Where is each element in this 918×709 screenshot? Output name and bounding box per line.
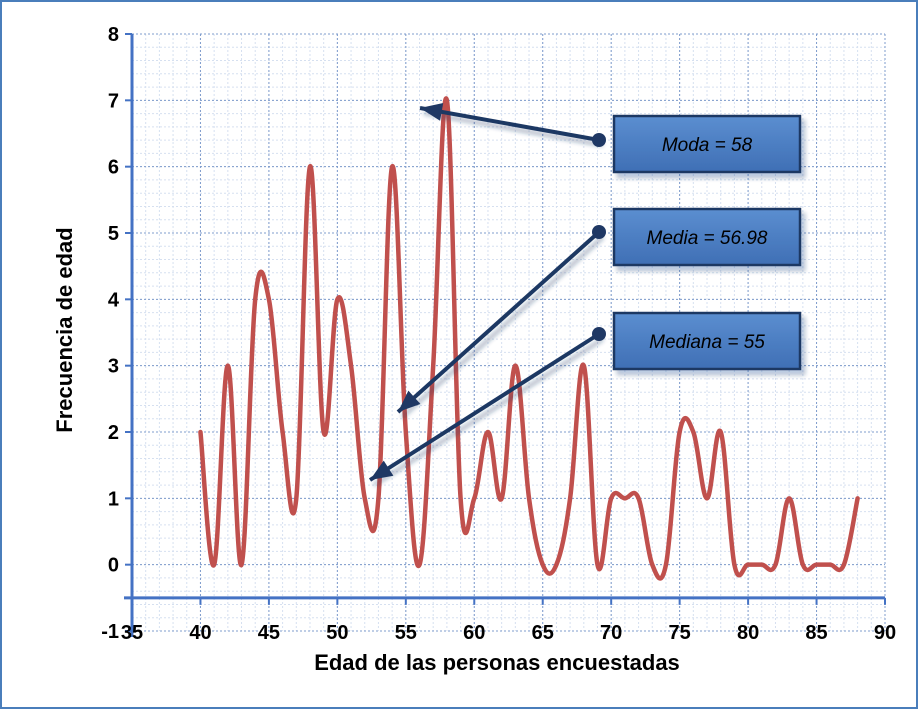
x-tick-label: 40 (189, 622, 211, 644)
annotation-box-moda (612, 114, 802, 174)
x-tick-label: 70 (600, 622, 622, 644)
annotation-label-media: Media = 56.98 (647, 228, 768, 249)
annotation-box-mediana (612, 311, 802, 371)
x-tick-label: 55 (395, 622, 417, 644)
annotation-arrowhead-mediana (370, 460, 394, 480)
x-axis-title: Edad de las personas encuestadas (314, 650, 680, 675)
y-tick-label: 5 (108, 223, 119, 245)
series-layer (198, 96, 860, 581)
x-tick-label: 60 (463, 622, 485, 644)
annotation-label-moda: Moda = 58 (662, 135, 753, 156)
y-tick-label: 8 (108, 24, 119, 46)
y-tick-label: -1 (101, 621, 119, 643)
annotation-arrow-moda (419, 106, 600, 142)
y-tick-label: 6 (108, 157, 119, 179)
y-tick-label: 2 (108, 422, 119, 444)
annotation-dot-mediana (592, 327, 606, 341)
annotation-arrowhead-media (398, 390, 421, 412)
x-tick-label: 85 (805, 622, 827, 644)
x-tick-label: 65 (532, 622, 554, 644)
annotation-dot-moda (592, 133, 606, 147)
y-tick-label: 1 (108, 488, 119, 510)
x-tick-label: 75 (669, 622, 691, 644)
x-tick-label: 50 (326, 622, 348, 644)
annotation-box-media (612, 207, 802, 267)
frequency-series-line (198, 96, 860, 581)
x-tick-label: 80 (737, 622, 759, 644)
annotation-arrow-media (396, 230, 601, 414)
y-tick-label: 7 (108, 90, 119, 112)
annotation-arrowhead-moda (420, 103, 444, 121)
annotations-layer: Moda = 58 Media = 56.98 Mediana = 55 (368, 103, 802, 482)
y-tick-label: 4 (108, 289, 120, 311)
annotation-arrow-mediana (368, 332, 601, 482)
y-axis-title: Frecuencia de edad (52, 227, 77, 432)
y-tick-label: 3 (108, 356, 119, 378)
y-tick-label: 0 (108, 555, 119, 577)
x-tick-label: 45 (258, 622, 280, 644)
x-tick-label: 90 (874, 622, 896, 644)
annotation-label-mediana: Mediana = 55 (649, 332, 765, 353)
axes (124, 33, 886, 637)
annotation-dot-media (592, 225, 606, 239)
x-tick-label: 35 (121, 622, 143, 644)
